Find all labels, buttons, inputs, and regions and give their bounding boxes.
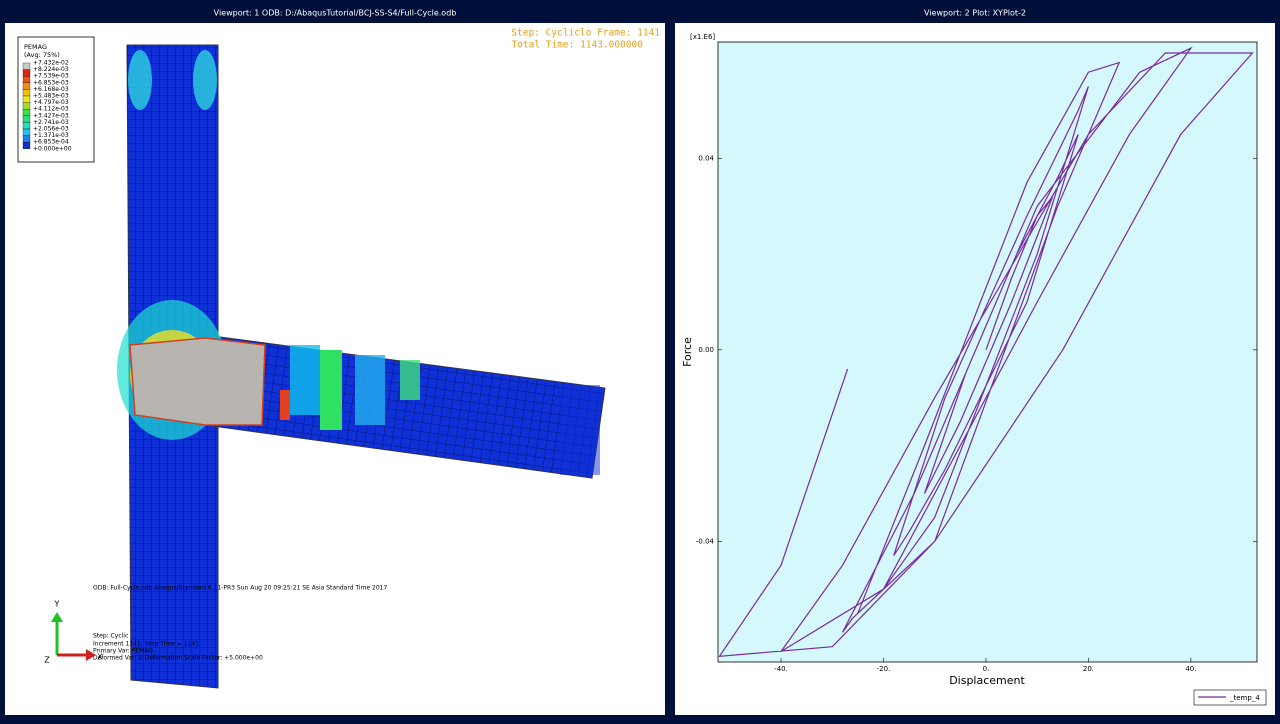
legend-swatch bbox=[22, 128, 31, 136]
legend-label: +5.483e-03 bbox=[33, 93, 69, 100]
legend-subtitle: (Avg: 75%) bbox=[24, 51, 60, 59]
legend-box bbox=[1193, 689, 1267, 706]
info-line: Step: Cyclic bbox=[93, 633, 128, 640]
legend-label: +3.427e-03 bbox=[33, 112, 69, 119]
legend-swatch bbox=[22, 76, 31, 83]
legend-label: +4.112e-03 bbox=[33, 106, 69, 113]
x-axis-label: Displacement bbox=[949, 674, 1025, 687]
y-multiplier: [x1.E6] bbox=[690, 33, 715, 41]
legend-label: +7.539e-03 bbox=[33, 73, 69, 80]
triad-label: X bbox=[97, 653, 103, 662]
legend-title: PEMAG bbox=[24, 43, 47, 51]
step-text: Step: Cycliclo Frame: 1141 bbox=[511, 28, 660, 39]
y-tick-label: 0.00 bbox=[698, 346, 714, 354]
legend-label: +8.224e-03 bbox=[33, 66, 69, 73]
legend-label: +2.056e-03 bbox=[33, 126, 69, 133]
legend-swatch bbox=[22, 115, 31, 123]
info-line: Primary Var: PEMAG bbox=[93, 648, 153, 655]
model bbox=[117, 44, 606, 689]
legend-swatch bbox=[22, 142, 31, 149]
triad-label: Z bbox=[44, 656, 50, 665]
info-line: ODB: Full-Cycle.odb Abaqus/Standard 6.11… bbox=[93, 585, 387, 592]
legend-swatch bbox=[22, 89, 31, 97]
y-axis-label: Force bbox=[681, 337, 694, 367]
info-line: Increment 1141: Step Time = 1141. bbox=[93, 641, 201, 648]
legend-swatch bbox=[22, 135, 31, 143]
y-tick-label: 0.04 bbox=[698, 154, 714, 162]
legend-swatch bbox=[22, 122, 31, 130]
x-tick-label: 40. bbox=[1185, 665, 1196, 673]
series-line bbox=[718, 46, 1254, 658]
axis-triad: Y Z X bbox=[44, 600, 103, 665]
time-text: Total Time: 1143.000000 bbox=[511, 40, 643, 51]
legend-label: +4.797e-03 bbox=[33, 99, 69, 106]
legend-swatch bbox=[22, 69, 31, 77]
legend-swatch bbox=[22, 62, 31, 70]
legend-label: +0.000e+00 bbox=[33, 145, 72, 152]
x-tick-label: -20. bbox=[877, 665, 891, 673]
plot-area bbox=[717, 41, 1258, 663]
legend-label: +6.853e-03 bbox=[33, 79, 69, 86]
triad-label: Y bbox=[54, 600, 60, 609]
legend-label: +2.741e-03 bbox=[33, 119, 69, 126]
x-tick-label: -40. bbox=[774, 665, 788, 673]
y-tick-label: -0.04 bbox=[696, 537, 715, 545]
legend: +7.432e-02+8.224e-03+7.539e-03+6.853e-03… bbox=[22, 60, 72, 152]
legend-label: +7.432e-02 bbox=[33, 60, 69, 67]
legend-label: +6.168e-03 bbox=[33, 86, 69, 93]
info-line: Deformed Var: U Deformation Scale Factor… bbox=[93, 655, 263, 662]
viewport-header: Viewport: 1 ODB: D:/AbaqusTutorial/BCJ-S… bbox=[214, 9, 457, 18]
x-tick-label: 0. bbox=[983, 665, 990, 673]
legend-swatch bbox=[22, 109, 31, 116]
legend-label: _temp_4 bbox=[1229, 694, 1260, 702]
legend-swatch bbox=[22, 102, 31, 110]
info-block: ODB: Full-Cycle.odb Abaqus/Standard 6.11… bbox=[93, 585, 387, 662]
legend-swatch bbox=[22, 82, 31, 90]
legend-swatch bbox=[22, 95, 31, 103]
legend-label: +1.371e-03 bbox=[33, 132, 69, 139]
legend-box bbox=[17, 36, 95, 163]
x-tick-label: 20. bbox=[1083, 665, 1094, 673]
viewport-header: Viewport: 2 Plot: XYPlot-2 bbox=[924, 9, 1026, 18]
legend-label: +6.853e-04 bbox=[33, 139, 69, 146]
